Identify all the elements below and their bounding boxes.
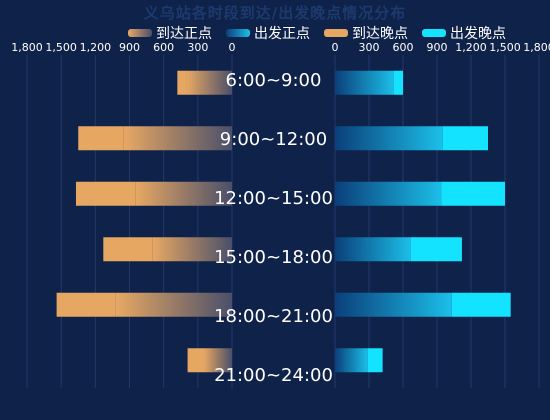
legend-item-arrive-ontime[interactable]: 到达正点	[128, 23, 212, 43]
bar-depart-ontime[interactable]	[335, 181, 442, 206]
bar-arrive-ontime[interactable]	[123, 126, 232, 151]
bar-arrive-ontime[interactable]	[115, 292, 232, 317]
bar-depart-ontime[interactable]	[335, 292, 452, 317]
legend-label-arrive-ontime: 到达正点	[156, 26, 212, 42]
axis-ticks: 1,800 1,500 1,200 900 600 300 0 0 300 600 900 1,200…	[11, 41, 550, 54]
legend-item-arrive-late[interactable]: 到达晚点	[324, 23, 408, 43]
bar-arrive-late[interactable]	[177, 70, 187, 95]
chart-title: 义乌站各时段到达/出发晚点情况分布	[143, 4, 407, 22]
bar-depart-ontime[interactable]	[335, 70, 394, 95]
bar-depart-late[interactable]	[451, 292, 511, 317]
category-label: 9:00~12:00	[220, 129, 327, 150]
bar-arrive-ontime[interactable]	[203, 348, 232, 373]
legend-item-depart-ontime[interactable]: 出发正点	[226, 23, 310, 43]
grid	[26, 55, 540, 388]
bar-arrive-late[interactable]	[75, 181, 136, 206]
category-labels: 6:00~9:00 9:00~12:00 12:00~15:00 15:00~18:0…	[214, 70, 333, 386]
category-label: 18:00~21:00	[214, 306, 333, 327]
bars	[56, 70, 511, 373]
right-axis-tick-label: 0	[332, 41, 339, 54]
bar-depart-late[interactable]	[441, 181, 505, 206]
legend-swatch-depart-ontime	[226, 29, 250, 37]
bar-arrive-late[interactable]	[56, 292, 116, 317]
left-axis-tick-label: 1,800	[11, 41, 43, 54]
left-axis-tick-label: 0	[229, 41, 236, 54]
category-label: 6:00~9:00	[226, 70, 322, 91]
legend-swatch-depart-late	[422, 29, 446, 37]
bar-depart-ontime[interactable]	[335, 237, 411, 262]
bar-depart-ontime[interactable]	[335, 348, 368, 373]
right-axis-tick-label: 1,800	[523, 41, 550, 54]
bar-depart-late[interactable]	[367, 348, 383, 373]
left-axis-tick-label: 600	[153, 41, 174, 54]
right-axis-tick-label: 600	[393, 41, 414, 54]
category-label: 12:00~15:00	[214, 188, 333, 209]
legend-swatch-arrive-late	[324, 29, 348, 37]
bar-arrive-ontime[interactable]	[186, 70, 232, 95]
bar-arrive-ontime[interactable]	[152, 237, 232, 262]
category-label: 15:00~18:00	[214, 247, 333, 268]
legend-label-depart-late: 出发晚点	[450, 26, 506, 42]
bar-arrive-late[interactable]	[103, 237, 153, 262]
bar-depart-late[interactable]	[393, 70, 403, 95]
legend-item-depart-late[interactable]: 出发晚点	[422, 23, 506, 43]
bar-arrive-late[interactable]	[78, 126, 124, 151]
right-axis-tick-label: 1,500	[489, 41, 521, 54]
left-axis-tick-label: 300	[187, 41, 208, 54]
legend: 到达正点 出发正点 到达晚点 出发晚点	[128, 23, 520, 43]
right-axis-tick-label: 1,200	[455, 41, 487, 54]
legend-swatch-arrive-ontime	[128, 29, 152, 37]
left-axis-tick-label: 1,200	[80, 41, 112, 54]
legend-label-arrive-late: 到达晚点	[352, 26, 408, 42]
category-label: 21:00~24:00	[214, 365, 333, 386]
left-axis-tick-label: 1,500	[45, 41, 77, 54]
right-axis-tick-label: 300	[359, 41, 380, 54]
right-axis-tick-label: 900	[427, 41, 448, 54]
bar-depart-ontime[interactable]	[335, 126, 443, 151]
bar-depart-late[interactable]	[442, 126, 488, 151]
legend-label-depart-ontime: 出发正点	[254, 26, 310, 42]
bar-arrive-late[interactable]	[187, 348, 204, 373]
bar-arrive-ontime[interactable]	[135, 181, 232, 206]
bar-depart-late[interactable]	[410, 237, 462, 262]
left-axis-tick-label: 900	[119, 41, 140, 54]
